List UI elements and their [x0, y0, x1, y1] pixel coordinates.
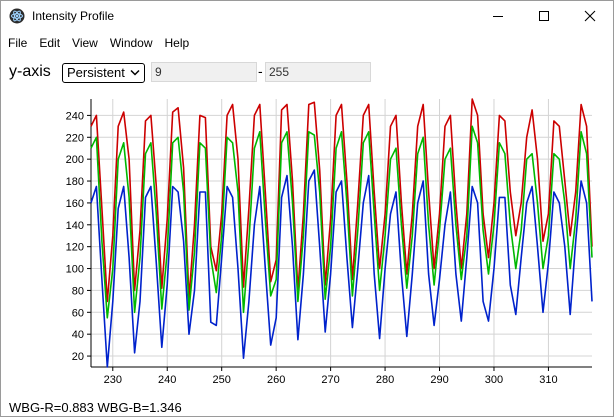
y-min-input[interactable]: 9 [151, 62, 257, 82]
y-tick-label: 120 [66, 242, 84, 254]
app-icon [9, 8, 25, 24]
x-tick-label: 290 [430, 374, 448, 386]
menu-window[interactable]: Window [109, 36, 153, 50]
y-tick-label: 20 [72, 351, 84, 363]
maximize-button[interactable] [521, 1, 567, 31]
y-axis-controls: y-axis Persistent 9 - 255 [1, 60, 613, 86]
menu-edit[interactable]: Edit [39, 36, 61, 50]
y-axis-label: y-axis [9, 63, 51, 80]
x-tick-label: 310 [539, 374, 557, 386]
x-tick-label: 280 [376, 374, 394, 386]
close-icon [584, 10, 596, 22]
minimize-icon [493, 16, 503, 17]
x-tick-label: 230 [104, 374, 122, 386]
range-separator: - [258, 63, 263, 79]
y-max-input[interactable]: 255 [265, 62, 371, 82]
maximize-icon [539, 11, 549, 21]
x-tick-label: 260 [267, 374, 285, 386]
y-tick-label: 100 [66, 264, 84, 276]
y-axis-mode-select[interactable]: Persistent [62, 63, 145, 83]
y-tick-label: 240 [66, 110, 84, 122]
menu-view[interactable]: View [72, 36, 98, 50]
series-line-blue [90, 169, 593, 368]
menu-help[interactable]: Help [164, 36, 190, 50]
y-tick-label: 60 [72, 307, 84, 319]
series-line-green [90, 125, 593, 319]
x-tick-label: 270 [321, 374, 339, 386]
x-tick-label: 250 [213, 374, 231, 386]
chevron-down-icon [130, 69, 140, 76]
intensity-profile-chart: 20 40 60 80 100 120 140 160 180 200 220 240 230 240 25… [66, 98, 593, 386]
close-button[interactable] [567, 1, 613, 31]
y-axis-mode-value: Persistent [67, 65, 125, 80]
y-tick-label: 180 [66, 176, 84, 188]
series-line-red [90, 98, 593, 303]
x-tick-label: 300 [485, 374, 503, 386]
wbg-r-value: WBG-R=0.883 [9, 400, 94, 415]
y-tick-label: 140 [66, 220, 84, 232]
y-tick-label: 160 [66, 198, 84, 210]
window-title: Intensity Profile [32, 9, 115, 23]
y-tick-label: 220 [66, 132, 84, 144]
menu-bar: File Edit View Window Help [1, 32, 613, 54]
menu-file[interactable]: File [8, 36, 28, 50]
status-bar: WBG-R=0.883 WBG-B=1.346 [9, 400, 182, 415]
y-tick-label: 200 [66, 154, 84, 166]
y-tick-label: 40 [72, 329, 84, 341]
x-tick-label: 240 [158, 374, 176, 386]
wbg-b-value: WBG-B=1.346 [97, 400, 182, 415]
minimize-button[interactable] [475, 1, 521, 31]
title-bar[interactable]: Intensity Profile [1, 1, 613, 31]
y-tick-label: 80 [72, 285, 84, 297]
